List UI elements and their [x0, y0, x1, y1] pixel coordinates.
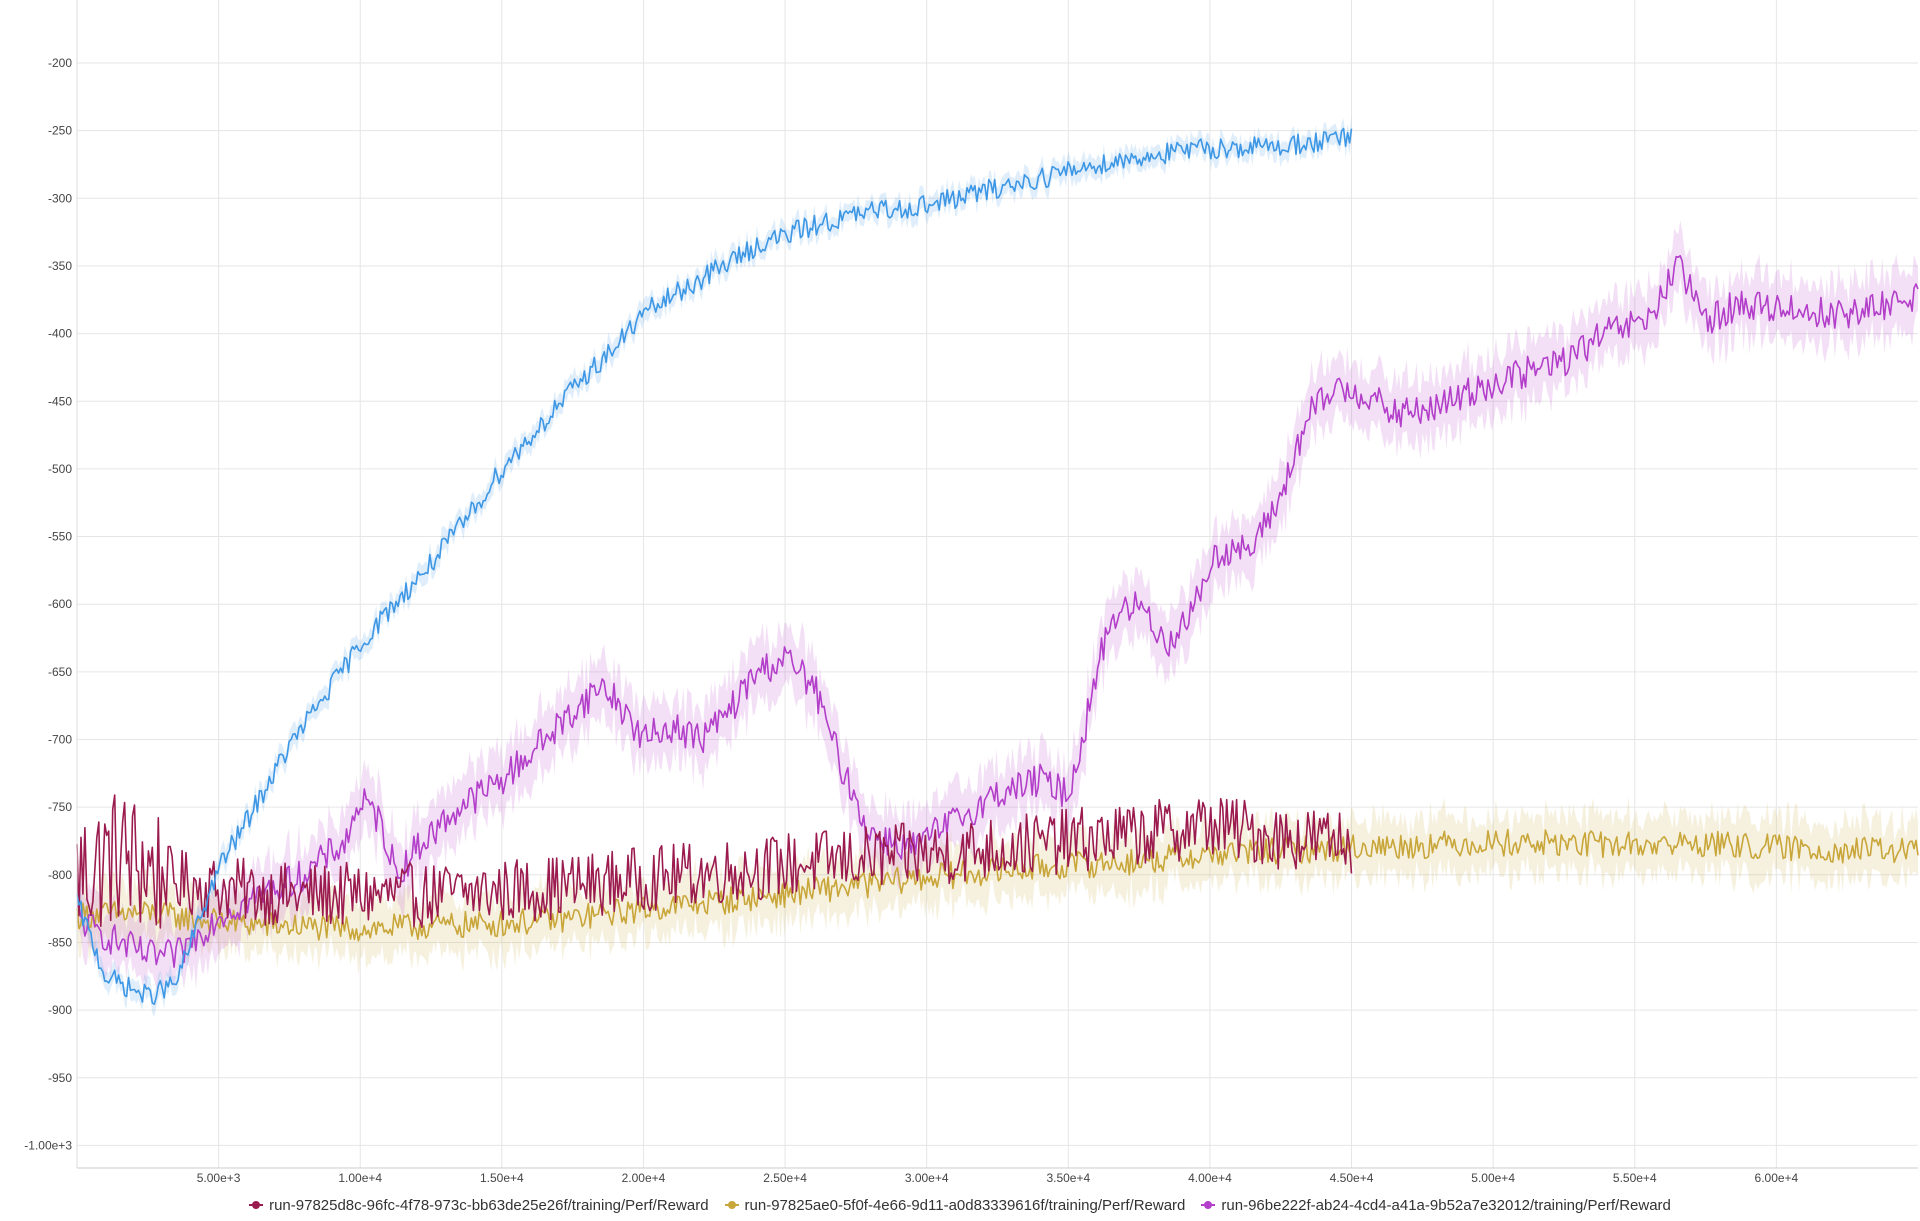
y-tick-label: -550 [48, 530, 72, 544]
x-tick-label: 6.00e+4 [1755, 1171, 1799, 1185]
legend-label: run-97825d8c-96fc-4f78-973c-bb63de25e26f… [269, 1196, 709, 1214]
y-tick-label: -200 [48, 56, 72, 70]
legend-swatch-icon [1201, 1200, 1216, 1210]
y-tick-label: -700 [48, 733, 72, 747]
x-tick-label: 2.50e+4 [763, 1171, 807, 1185]
x-tick-label: 5.00e+3 [197, 1171, 241, 1185]
series-line-0 [76, 794, 1353, 929]
legend-swatch-icon [249, 1200, 264, 1210]
y-tick-label: -300 [48, 191, 72, 205]
series-line-2 [76, 255, 1919, 969]
y-tick-label: -750 [48, 800, 72, 814]
axes: -200 -250 -300 -350 -400 -450 -500 -550 -600 -650… [24, 0, 1918, 1185]
confidence-bands [77, 115, 1918, 1017]
y-tick-label: -800 [48, 868, 72, 882]
legend-item[interactable]: run-97825d8c-96fc-4f78-973c-bb63de25e26f… [249, 1196, 709, 1214]
grid [77, 0, 1918, 1168]
y-tick-label: -600 [48, 597, 72, 611]
y-tick-label: -850 [48, 935, 72, 949]
x-tick-label: 4.50e+4 [1330, 1171, 1374, 1185]
x-tick-label: 2.00e+4 [622, 1171, 666, 1185]
series-band-2 [77, 220, 1918, 990]
y-tick-label: -400 [48, 327, 72, 341]
series-line-1 [76, 828, 1919, 942]
series-band-1 [77, 796, 1918, 976]
legend-swatch-icon [724, 1200, 739, 1210]
y-tick-label: -900 [48, 1003, 72, 1017]
legend-label: run-97825ae0-5f0f-4e66-9d11-a0d83339616f… [744, 1196, 1186, 1214]
x-tick-label: 4.00e+4 [1188, 1171, 1232, 1185]
series-lines [76, 127, 1919, 1006]
legend: run-97825d8c-96fc-4f78-973c-bb63de25e26f… [0, 1192, 1920, 1218]
legend-item[interactable]: run-96be222f-ab24-4cd4-a41a-9b52a7e32012… [1201, 1197, 1671, 1214]
y-tick-label: -500 [48, 462, 72, 476]
y-tick-label: -350 [48, 259, 72, 273]
y-tick-label: -950 [48, 1071, 72, 1085]
y-tick-label: -650 [48, 665, 72, 679]
y-tick-label: -1.00e+3 [24, 1138, 72, 1152]
x-tick-label: 1.00e+4 [338, 1171, 382, 1185]
y-tick-label: -250 [48, 124, 72, 138]
legend-item[interactable]: run-97825ae0-5f0f-4e66-9d11-a0d83339616f… [724, 1196, 1186, 1214]
x-tick-label: 5.00e+4 [1471, 1171, 1515, 1185]
x-tick-label: 1.50e+4 [480, 1171, 524, 1185]
x-tick-label: 5.50e+4 [1613, 1171, 1657, 1185]
y-tick-label: -450 [48, 394, 72, 408]
legend-label: run-96be222f-ab24-4cd4-a41a-9b52a7e32012… [1221, 1196, 1671, 1214]
series-line-3 [76, 127, 1353, 1006]
x-tick-label: 3.50e+4 [1046, 1171, 1090, 1185]
x-tick-label: 3.00e+4 [905, 1171, 949, 1185]
